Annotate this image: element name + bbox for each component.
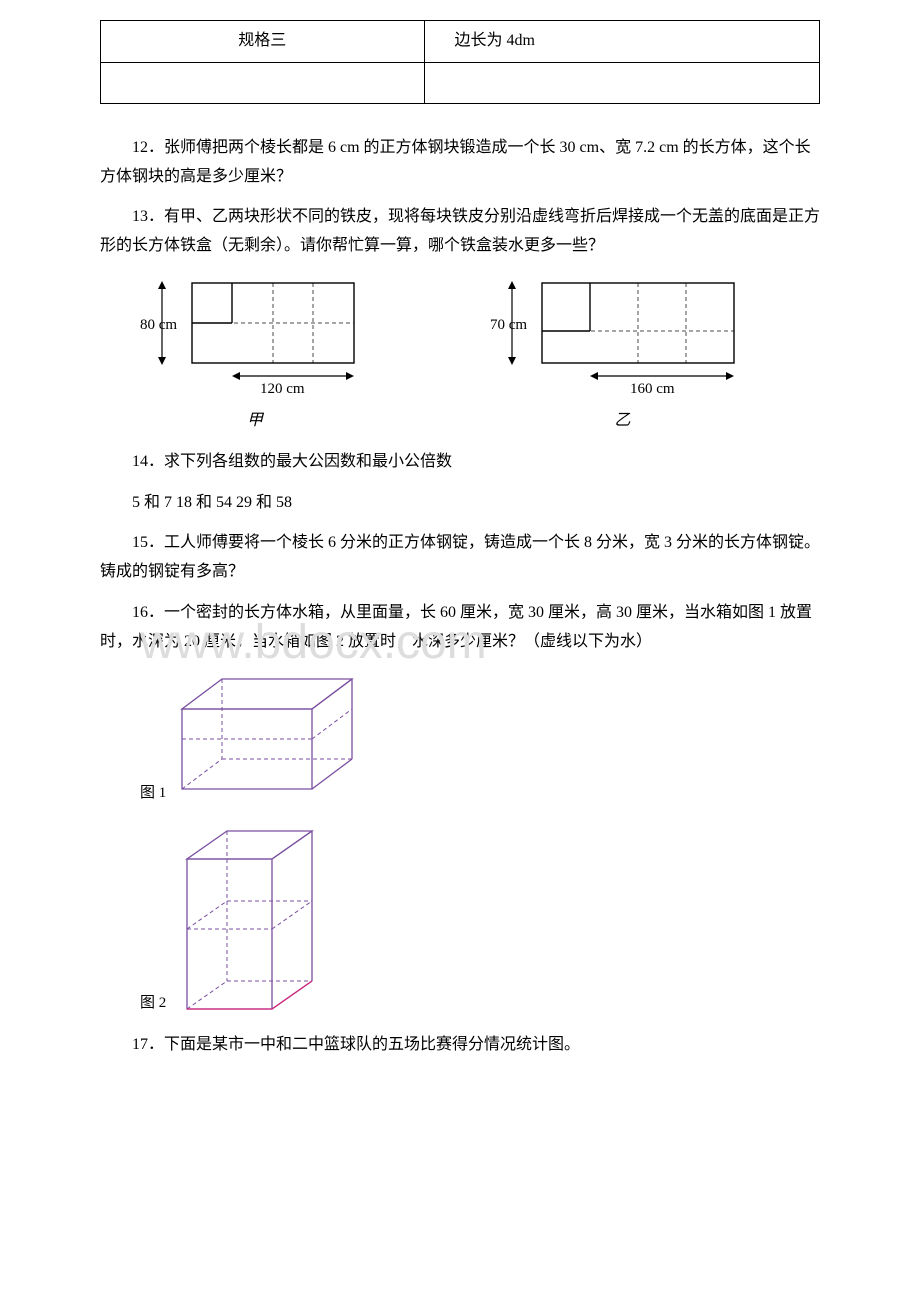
question-15: 15．工人师傅要将一个棱长 6 分米的正方体钢锭，铸造成一个长 8 分米，宽 3…: [100, 529, 820, 587]
spec-table: 规格三 边长为 4dm: [100, 20, 820, 104]
h-label: 70 cm: [490, 317, 527, 333]
table-row: [101, 62, 820, 103]
table-row: 规格三 边长为 4dm: [101, 21, 820, 63]
fig1-label: 图 1: [140, 780, 166, 807]
fig1-svg: [172, 669, 372, 809]
w-label: 160 cm: [630, 381, 675, 397]
question-17: 17．下面是某市一中和二中篮球队的五场比赛得分情况统计图。: [100, 1031, 820, 1060]
h-label: 80 cm: [140, 317, 177, 333]
figure-2-block: 图 2: [140, 819, 820, 1019]
fig2-label: 图 2: [140, 990, 166, 1017]
question-12: 12．张师傅把两个棱长都是 6 cm 的正方体钢块锻造成一个长 30 cm、宽 …: [100, 134, 820, 192]
question-13: 13．有甲、乙两块形状不同的铁皮，现将每块铁皮分别沿虚线弯折后焊接成一个无盖的底…: [100, 203, 820, 261]
diagram-left: 80 cm 120 cm 甲: [140, 273, 370, 436]
diagrams-container: 80 cm 120 cm 甲: [140, 273, 820, 436]
table-cell: 边长为 4dm: [424, 21, 819, 63]
diagram-jia-svg: 80 cm 120 cm: [140, 273, 370, 403]
table-cell: [424, 62, 819, 103]
question-16: 16．一个密封的长方体水箱，从里面量，长 60 厘米，宽 30 厘米，高 30 …: [100, 599, 820, 657]
table-cell: [101, 62, 425, 103]
diagram-caption-right: 乙: [614, 407, 630, 436]
question-14-body: 5 和 7 18 和 54 29 和 58: [100, 489, 820, 518]
diagram-caption-left: 甲: [247, 407, 263, 436]
document-page: 规格三 边长为 4dm 12．张师傅把两个棱长都是 6 cm 的正方体钢块锻造成…: [0, 0, 920, 1302]
fig2-svg: [172, 819, 342, 1019]
figure-1-block: 图 1: [140, 669, 820, 809]
diagram-right: 70 cm 160 cm 乙: [490, 273, 755, 436]
question-14-title: 14．求下列各组数的最大公因数和最小公倍数: [100, 448, 820, 477]
table-cell: 规格三: [101, 21, 425, 63]
diagram-yi-svg: 70 cm 160 cm: [490, 273, 755, 403]
w-label: 120 cm: [260, 381, 305, 397]
